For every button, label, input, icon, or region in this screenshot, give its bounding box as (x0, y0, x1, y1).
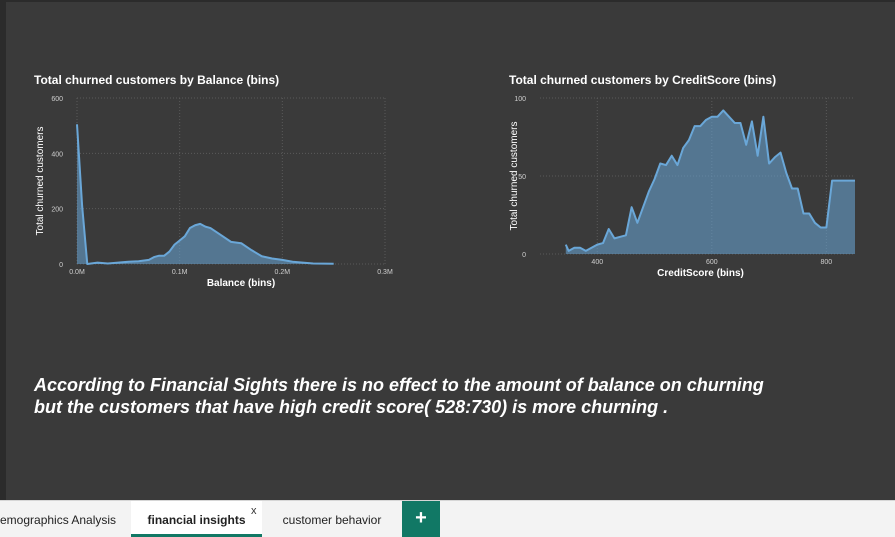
balance-chart-title: Total churned customers by Balance (bins… (34, 73, 280, 87)
x-tick-label: 0.2M (275, 269, 291, 276)
report-canvas: Total churned customers by Balance (bins… (0, 0, 895, 500)
add-page-button[interactable]: + (402, 501, 440, 537)
plus-icon: + (415, 507, 427, 529)
insight-text: According to Financial Sights there is n… (34, 374, 854, 418)
creditscore-chart[interactable]: 0 50 100 400 600 800 CreditScore (bins) Total c… (509, 96, 855, 279)
y-tick-label: 400 (51, 151, 63, 158)
tab-label: customer behavior (282, 513, 382, 527)
page-tabs-bar: emographics Analysis financial insights … (0, 500, 895, 537)
x-tick-label: 0.0M (69, 269, 85, 276)
canvas-top-border (0, 0, 895, 2)
x-tick-label: 400 (591, 259, 603, 266)
series-line (564, 109, 855, 252)
close-tab-icon[interactable]: x (251, 505, 257, 517)
x-axis-label: Balance (bins) (207, 278, 275, 289)
x-tick-label: 0.3M (377, 269, 393, 276)
y-tick-label: 200 (51, 207, 63, 214)
x-tick-label: 600 (706, 259, 718, 266)
creditscore-chart-title: Total churned customers by CreditScore (… (509, 73, 777, 87)
series-line (76, 124, 334, 265)
y-tick-label: 100 (514, 96, 526, 103)
tab-label: financial insights (147, 513, 246, 527)
series-area (565, 110, 855, 254)
x-axis-label: CreditScore (bins) (657, 268, 744, 279)
x-tick-label: 800 (821, 259, 833, 266)
tab-label: emographics Analysis (0, 513, 117, 527)
series-area (77, 124, 334, 265)
charts-svg: 0 200 400 600 0.0M 0.1M 0.2M 0.3M Balance (bins)… (35, 96, 855, 289)
y-tick-label: 0 (59, 262, 63, 269)
y-tick-label: 0 (522, 252, 526, 259)
x-tick-label: 0.1M (172, 269, 188, 276)
insight-line-1: According to Financial Sights there is n… (34, 375, 764, 395)
tab-customer-behavior[interactable]: customer behavior (264, 501, 400, 537)
tab-demographics-analysis[interactable]: emographics Analysis (0, 501, 128, 537)
balance-chart[interactable]: 0 200 400 600 0.0M 0.1M 0.2M 0.3M Balance (bins)… (35, 96, 393, 289)
canvas-left-border (0, 0, 6, 500)
tab-financial-insights[interactable]: financial insights (131, 501, 262, 537)
y-tick-label: 600 (51, 96, 63, 103)
y-tick-label: 50 (518, 174, 526, 181)
insight-line-2: but the customers that have high credit … (34, 397, 669, 417)
y-axis-label: Total churned customers (35, 127, 46, 236)
y-axis-label: Total churned customers (509, 122, 520, 231)
